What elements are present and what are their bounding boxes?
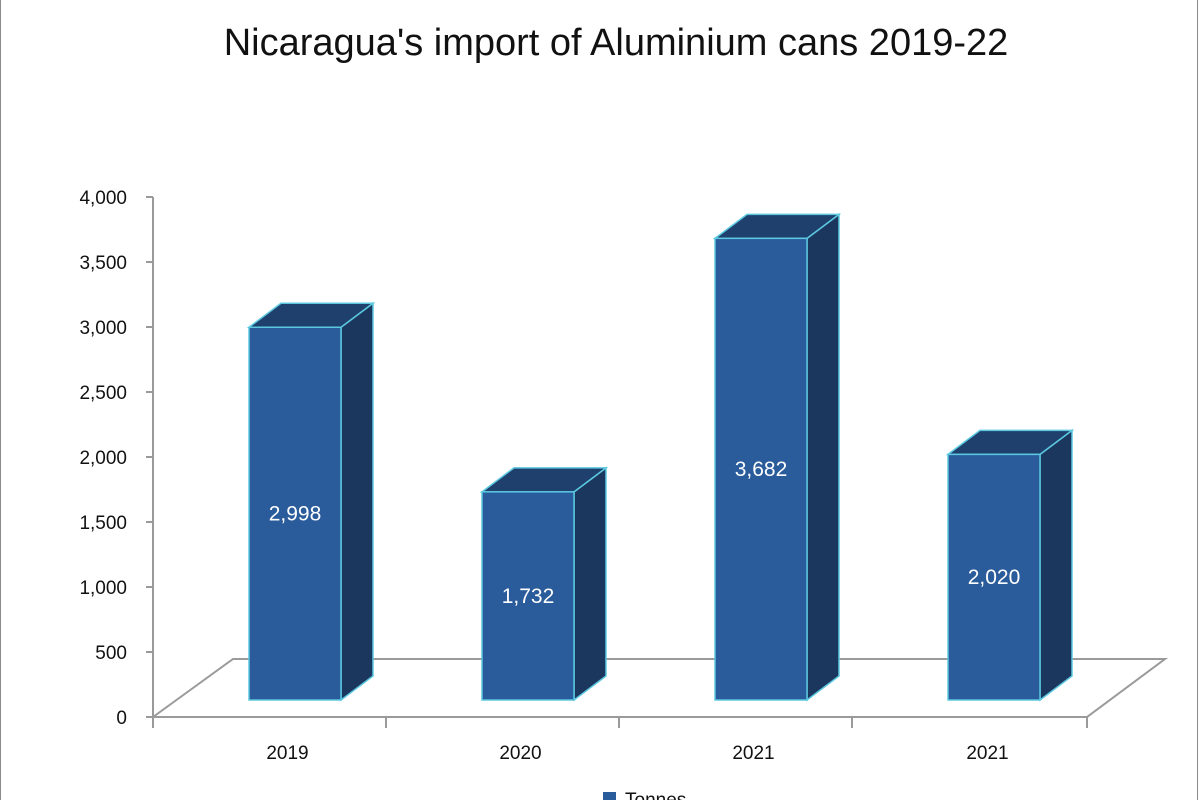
floor-outline — [149, 658, 1169, 718]
x-axis-labels: 2019 2020 2021 2021 — [266, 743, 1008, 764]
bar-side — [340, 301, 374, 702]
bar: 2,020 — [945, 428, 1075, 702]
y-tick-label: 1,000 — [79, 578, 127, 599]
y-tick-label: 3,000 — [79, 318, 127, 339]
legend-label: Tonnes — [625, 790, 686, 800]
y-tick-label: 1,500 — [79, 513, 127, 534]
chart-floor — [149, 658, 1169, 718]
x-tick-label: 2019 — [266, 743, 308, 764]
x-tick-label: 2021 — [966, 743, 1008, 764]
bar-front — [947, 453, 1041, 701]
bar: 1,732 — [479, 466, 609, 702]
y-tick-label: 2,500 — [79, 383, 127, 404]
bar-value-label: 1,732 — [502, 585, 555, 608]
bar-front — [714, 237, 808, 701]
bar-value-label: 3,682 — [735, 458, 788, 481]
bar: 2,998 — [246, 301, 376, 702]
y-tick-label: 3,500 — [79, 253, 127, 274]
bar-front — [481, 491, 575, 701]
bar-side — [1039, 428, 1073, 702]
bar-value-label: 2,998 — [269, 503, 322, 526]
bar-front — [248, 326, 342, 701]
y-tick-label: 0 — [116, 708, 127, 729]
y-tick-label: 500 — [95, 643, 127, 664]
bar-side — [806, 212, 840, 702]
x-tick-label: 2021 — [732, 743, 774, 764]
bar-side — [573, 466, 607, 702]
y-tick-label: 4,000 — [79, 188, 127, 209]
x-tick-label: 2020 — [499, 743, 541, 764]
bar-value-label: 2,020 — [968, 566, 1021, 589]
legend-swatch — [603, 792, 616, 800]
chart-title: Nicaragua's import of Aluminium cans 201… — [223, 22, 1009, 64]
y-axis: 0 500 1,000 1,500 2,000 2,500 3,000 3,500 4,000 — [79, 188, 1088, 729]
legend: Tonnes — [603, 790, 686, 800]
bar: 3,682 — [712, 212, 842, 702]
bars: 2,998 1,732 3,682 2,020 — [246, 212, 1075, 702]
y-tick-label: 2,000 — [79, 448, 127, 469]
